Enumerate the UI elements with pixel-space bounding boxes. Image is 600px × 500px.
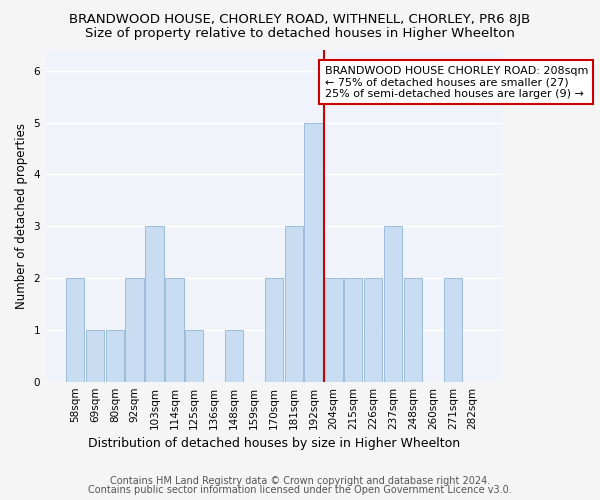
Bar: [344, 278, 362, 382]
Bar: [384, 226, 402, 382]
Bar: [364, 278, 382, 382]
Bar: [284, 226, 303, 382]
Y-axis label: Number of detached properties: Number of detached properties: [15, 123, 28, 309]
X-axis label: Distribution of detached houses by size in Higher Wheelton: Distribution of detached houses by size …: [88, 437, 460, 450]
Text: Contains HM Land Registry data © Crown copyright and database right 2024.: Contains HM Land Registry data © Crown c…: [110, 476, 490, 486]
Bar: [225, 330, 243, 382]
Bar: [86, 330, 104, 382]
Text: Size of property relative to detached houses in Higher Wheelton: Size of property relative to detached ho…: [85, 28, 515, 40]
Bar: [145, 226, 164, 382]
Bar: [185, 330, 203, 382]
Bar: [304, 122, 323, 382]
Bar: [265, 278, 283, 382]
Bar: [325, 278, 343, 382]
Text: BRANDWOOD HOUSE CHORLEY ROAD: 208sqm
← 75% of detached houses are smaller (27)
2: BRANDWOOD HOUSE CHORLEY ROAD: 208sqm ← 7…: [325, 66, 588, 98]
Text: Contains public sector information licensed under the Open Government Licence v3: Contains public sector information licen…: [88, 485, 512, 495]
Bar: [443, 278, 462, 382]
Bar: [125, 278, 144, 382]
Bar: [106, 330, 124, 382]
Text: BRANDWOOD HOUSE, CHORLEY ROAD, WITHNELL, CHORLEY, PR6 8JB: BRANDWOOD HOUSE, CHORLEY ROAD, WITHNELL,…: [70, 12, 530, 26]
Bar: [404, 278, 422, 382]
Bar: [66, 278, 84, 382]
Bar: [165, 278, 184, 382]
